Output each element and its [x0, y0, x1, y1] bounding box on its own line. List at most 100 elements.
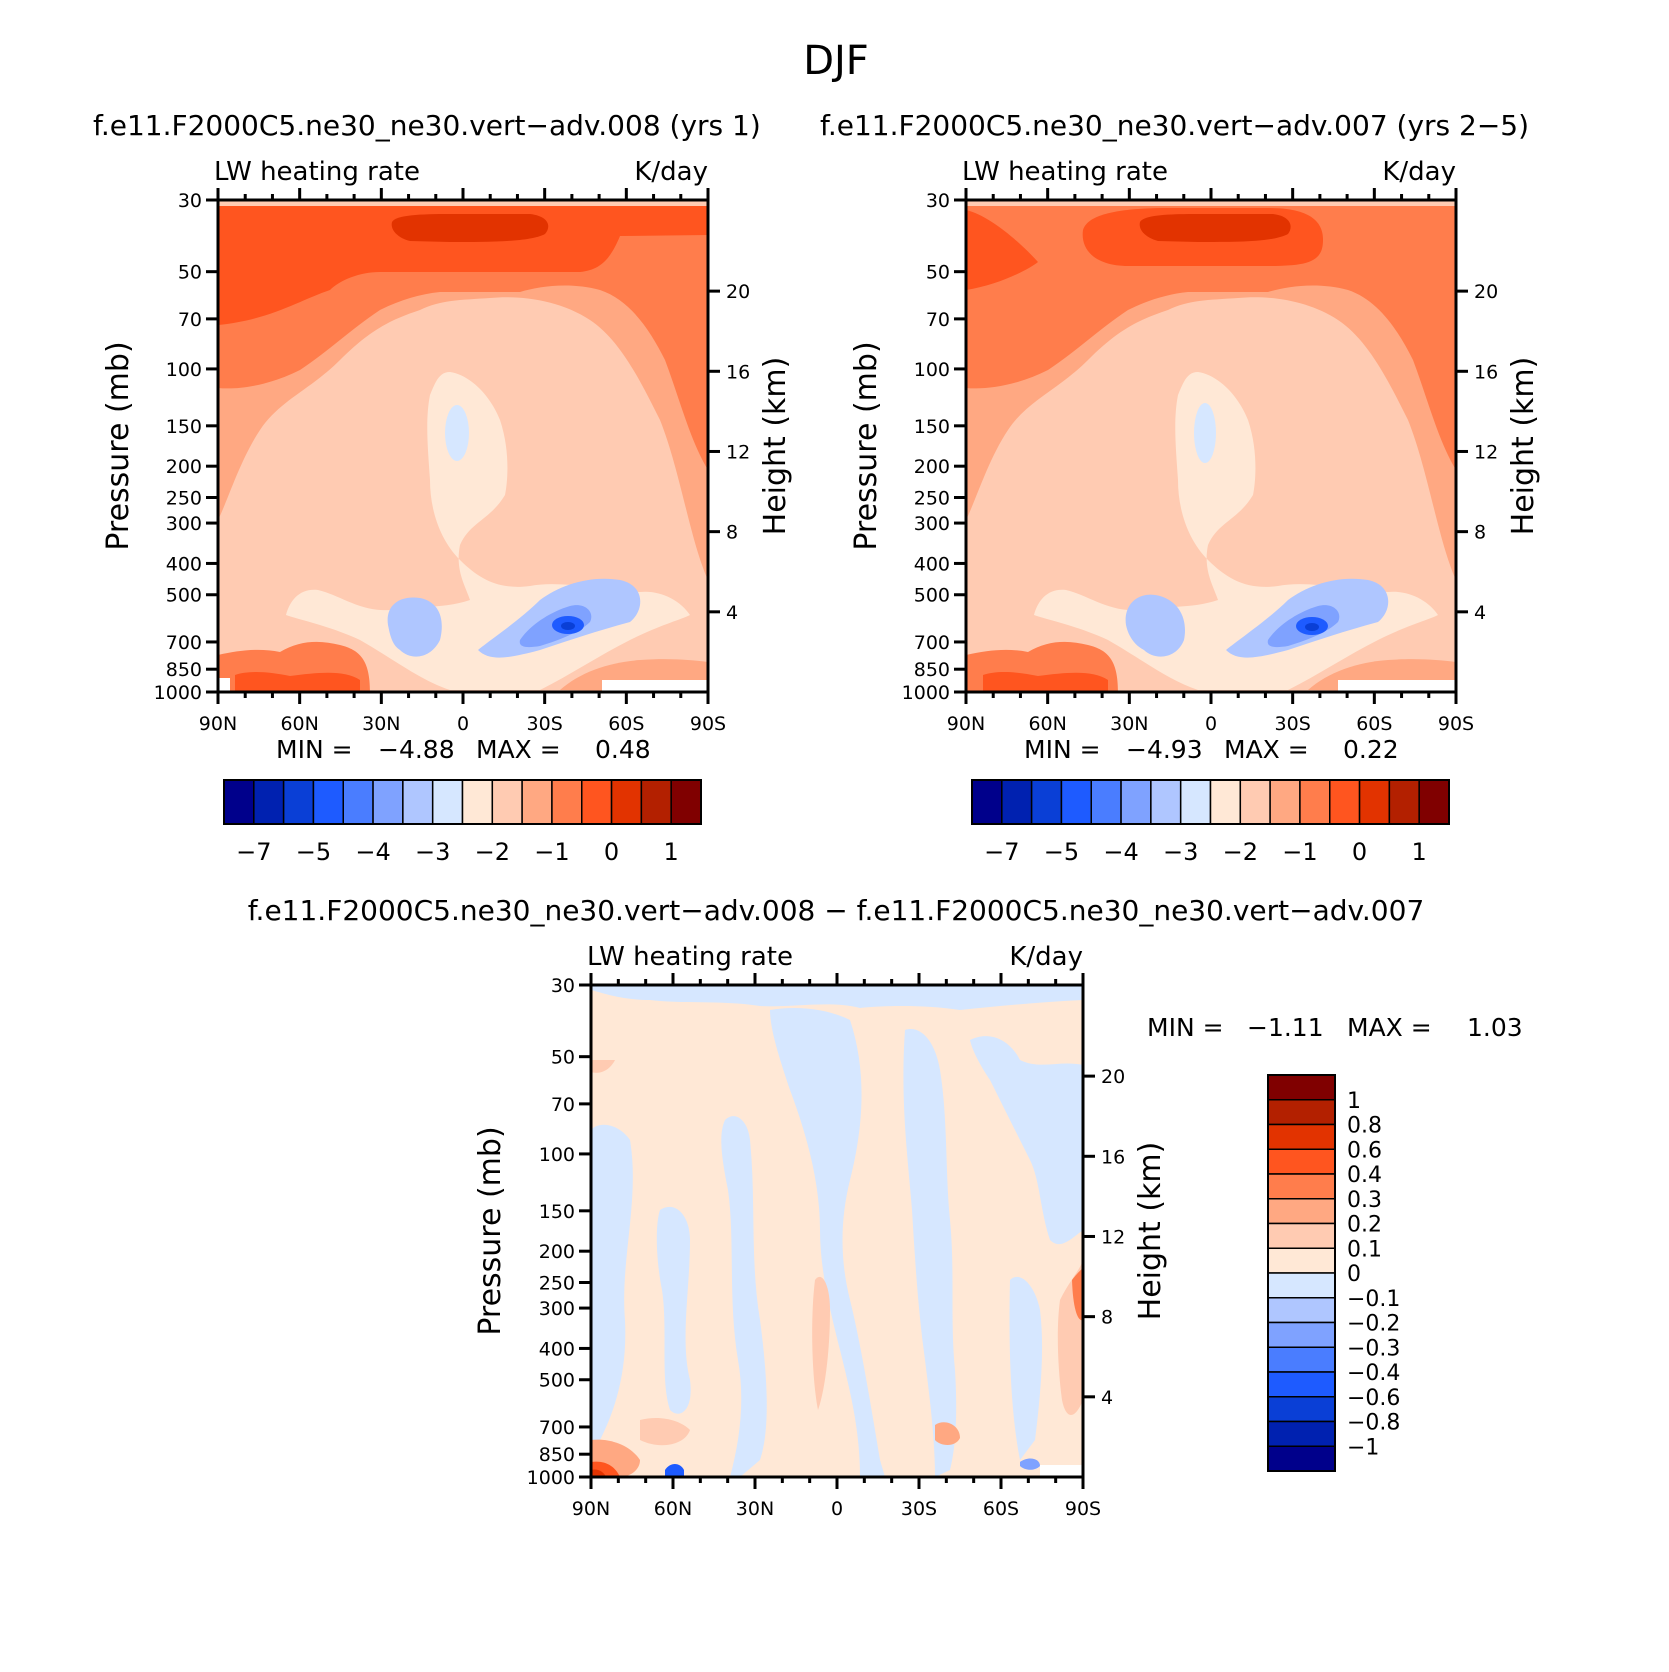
colorbar-box	[223, 779, 255, 825]
lat-tick-label: 0	[831, 1498, 843, 1520]
colorbar-box	[342, 779, 374, 825]
pressure-tick-label: 30	[926, 190, 950, 212]
colorbar-box	[1267, 1445, 1336, 1472]
lat-tick-label: 0	[457, 713, 469, 735]
pressure-tick-label: 500	[539, 1370, 575, 1392]
colorbar-box	[1358, 779, 1391, 825]
field-pos-patch-5	[1072, 1268, 1083, 1321]
pressure-tick-label: 200	[914, 456, 950, 478]
field-weak-anomaly	[1194, 403, 1216, 463]
lat-tick-label: 90S	[690, 713, 726, 735]
pressure-tick-label: 1000	[902, 682, 950, 704]
panel-2-run-title: f.e11.F2000C5.ne30_ne30.vert−adv.007 (yr…	[820, 109, 1529, 142]
pressure-tick-label: 150	[539, 1201, 575, 1223]
colorbar-label: 0.6	[1347, 1138, 1382, 1163]
colorbar-label: 0	[604, 838, 619, 866]
colorbar-label: −0.3	[1347, 1336, 1400, 1361]
lat-tick-label: 30N	[1110, 713, 1148, 735]
colorbar-box	[1267, 1321, 1336, 1348]
colorbar-label: −3	[1163, 838, 1198, 866]
field-pos-patch-3	[935, 1422, 960, 1445]
figure-title: DJF	[803, 38, 869, 84]
pressure-tick-label: 500	[166, 585, 202, 607]
lat-tick-label: 90N	[947, 713, 985, 735]
panel-1-max-value: 0.48	[595, 735, 651, 764]
height-tick-label: 4	[1474, 602, 1486, 624]
panel-3-units-label: K/day	[1009, 942, 1083, 972]
colorbar-box	[1267, 1396, 1336, 1423]
colorbar-box	[1209, 779, 1242, 825]
field-neg-band-4	[770, 1008, 885, 1477]
pressure-tick-label: 70	[178, 309, 202, 331]
height-tick-label: 20	[1474, 281, 1498, 303]
field-missing-s	[602, 680, 708, 692]
colorbar-box	[551, 779, 583, 825]
lat-tick-label: 30S	[527, 713, 563, 735]
pressure-tick-label: 300	[914, 513, 950, 535]
colorbar-box	[1267, 1074, 1336, 1101]
pressure-tick-label: 700	[539, 1417, 575, 1439]
pressure-tick-label: 100	[914, 359, 950, 381]
panel-3-max-value: 1.03	[1467, 1013, 1523, 1042]
colorbar-box	[282, 779, 315, 825]
panel-2-field	[966, 200, 1456, 692]
colorbar-box	[1299, 779, 1331, 825]
colorbar-label: 0.1	[1347, 1237, 1382, 1262]
colorbar-frame	[971, 779, 1450, 825]
field-low-blue-a	[1125, 594, 1185, 657]
pressure-tick-label: 400	[166, 553, 202, 575]
panel-1-units-label: K/day	[634, 157, 708, 187]
field-weak-anomaly	[445, 405, 469, 461]
height-tick-label: 8	[726, 522, 738, 544]
field-upper-core	[391, 214, 549, 242]
height-tick-label: 12	[1101, 1226, 1125, 1248]
colorbar-box	[402, 779, 434, 825]
colorbar-box	[1150, 779, 1182, 825]
colorbar-box	[1030, 779, 1063, 825]
field-low-minimum-core	[561, 622, 575, 630]
field-pos-patch-6	[640, 1418, 690, 1446]
field-neg-band-2	[656, 1206, 691, 1414]
panel-3-stats: MIN = −1.11 MAX = 1.03	[1147, 1013, 1523, 1042]
colorbar-label: 1	[1412, 838, 1427, 866]
colorbar-box	[461, 779, 494, 825]
height-tick-label: 20	[1101, 1066, 1125, 1088]
colorbar-box	[1267, 1173, 1336, 1200]
colorbar-box	[1267, 1272, 1336, 1299]
pressure-tick-label: 300	[166, 513, 202, 535]
colorbar-label: −0.8	[1347, 1411, 1400, 1436]
pressure-tick-label: 1000	[527, 1467, 575, 1489]
colorbar-box	[1388, 779, 1420, 825]
pressure-tick-label: 250	[166, 487, 202, 509]
colorbar-box	[670, 779, 702, 825]
lat-tick-label: 90S	[1438, 713, 1474, 735]
panel-1-left-label: LW heating rate	[214, 157, 420, 187]
height-tick-label: 16	[726, 361, 750, 383]
colorbar-label: −2	[1223, 838, 1258, 866]
field-top-blue	[591, 985, 1083, 1010]
panel-2-max-label: MAX =	[1224, 735, 1309, 764]
panel-3-min-value: −1.11	[1247, 1013, 1324, 1042]
colorbar-label: −0.1	[1347, 1287, 1400, 1312]
lat-tick-label: 0	[1205, 713, 1217, 735]
colorbar-label: −2	[475, 838, 510, 866]
colorbar-box	[1120, 779, 1152, 825]
colorbar-box	[971, 779, 1003, 825]
field-neg-band-6	[970, 1036, 1083, 1245]
field-upper-band	[218, 200, 708, 325]
panel-3-left-label: LW heating rate	[587, 942, 793, 972]
colorbar-label: −0.6	[1347, 1386, 1400, 1411]
pressure-tick-label: 700	[166, 632, 202, 654]
colorbar-label: 0.2	[1347, 1213, 1382, 1238]
panel-2-left-label: LW heating rate	[962, 157, 1168, 187]
colorbar-box	[1267, 1198, 1336, 1225]
pressure-tick-label: 30	[551, 975, 575, 997]
pressure-tick-label: 200	[539, 1241, 575, 1263]
panel-3-run-title: f.e11.F2000C5.ne30_ne30.vert−adv.008 − f…	[248, 894, 1425, 927]
panel-1-max-label: MAX =	[476, 735, 561, 764]
height-tick-label: 20	[726, 281, 750, 303]
field-surface-neg-s	[1020, 1458, 1040, 1470]
field-neg-band-7	[1009, 1276, 1043, 1460]
pressure-tick-label: 100	[539, 1144, 575, 1166]
